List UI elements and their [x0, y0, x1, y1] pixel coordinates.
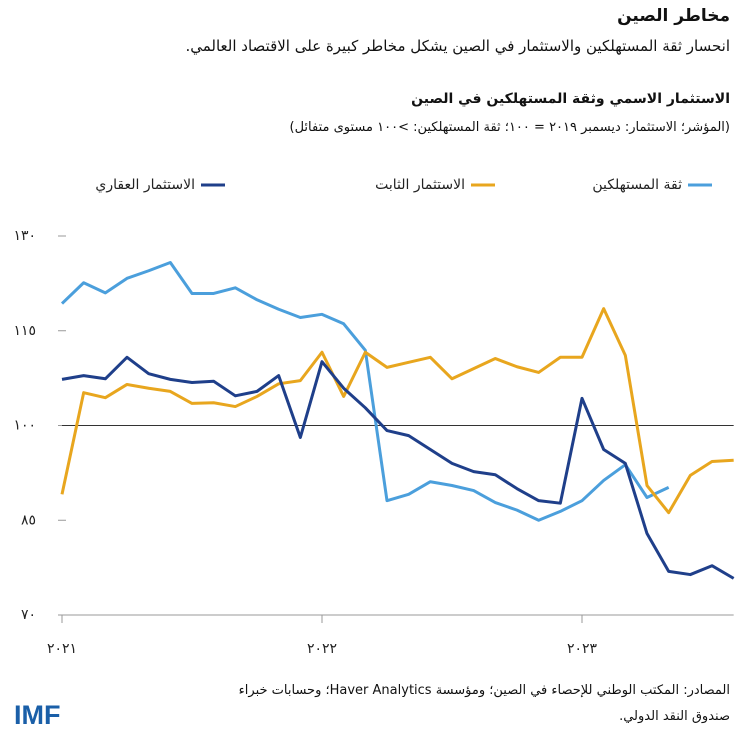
y-tick-label: ٧٠: [21, 607, 36, 623]
logo: IMF: [14, 700, 61, 730]
chart: ٧٠ ٨٥ ١٠٠ ١١٥ ١٣٠ ٢٠٢١ ٢٠٢٢ ٢٠٢٣ ثقة المستهلكين ا…: [13, 177, 735, 657]
chart-title: الاستثمار الاسمي وثقة المستهلكين في الصي…: [411, 91, 730, 107]
x-tick-label: ٢٠٢٣: [567, 641, 598, 657]
y-tick-label: ١٣٠: [13, 228, 36, 244]
chart-subtitle: (المؤشر؛ الاستثمار: ديسمبر ٢٠١٩ = ١٠٠؛ ث…: [289, 120, 731, 135]
legend-label: الاستثمار العقاري: [95, 177, 195, 193]
page-subtitle: انحسار ثقة المستهلكين والاستثمار في الصي…: [185, 37, 730, 55]
y-tick-label: ١٠٠: [13, 418, 36, 434]
line-series: [60, 307, 734, 515]
legend-label: ثقة المستهلكين: [592, 177, 682, 193]
source-line: صندوق النقد الدولي.: [619, 709, 730, 724]
y-tick-label: ٨٥: [21, 512, 36, 528]
line-series: [61, 355, 735, 580]
page-title: مخاطر الصين: [617, 6, 730, 26]
legend-label: الاستثمار الثابت: [375, 177, 465, 193]
source-line: المصادر: المكتب الوطني للإحصاء في الصين؛…: [238, 683, 730, 698]
line-series: [60, 261, 670, 522]
y-tick-label: ١١٥: [13, 323, 36, 339]
x-tick-label: ٢٠٢١: [47, 641, 77, 657]
x-tick-label: ٢٠٢٢: [307, 641, 337, 657]
